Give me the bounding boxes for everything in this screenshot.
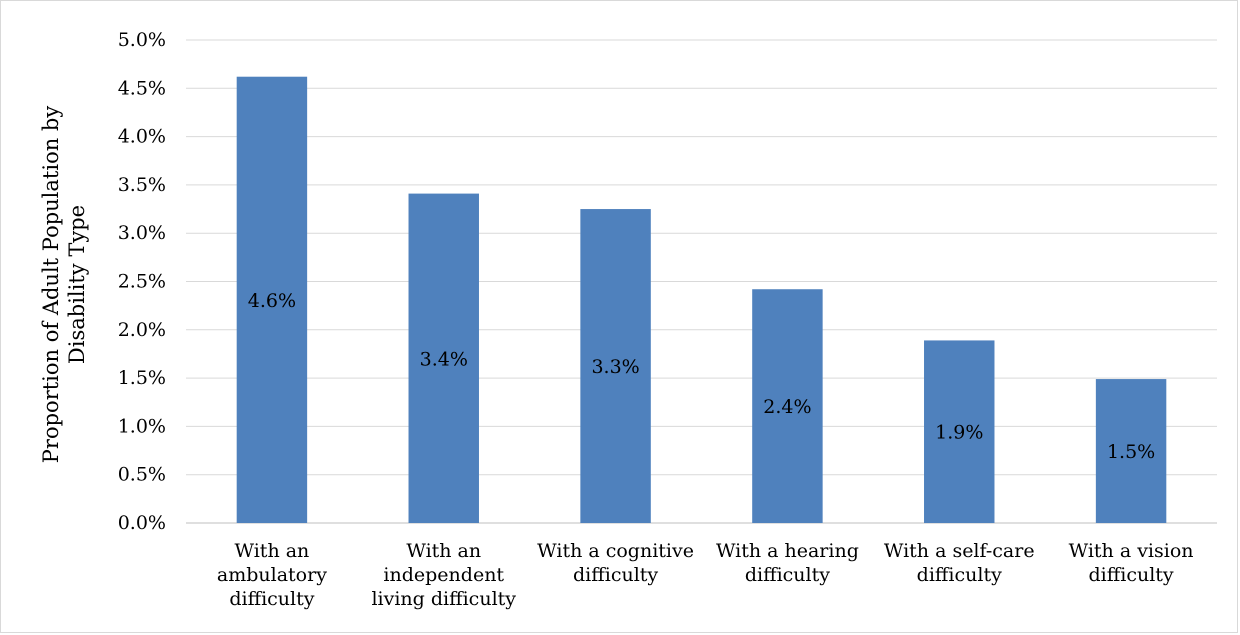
y-tick-label: 4.0% (118, 126, 166, 148)
y-tick-label: 3.0% (118, 222, 166, 244)
bar (236, 76, 308, 523)
y-tick-label: 0.5% (118, 464, 166, 486)
y-tick-label: 5.0% (118, 29, 166, 51)
data-label: 1.5% (1107, 441, 1155, 463)
x-category-label: With a hearing difficulty (716, 540, 859, 586)
data-label: 3.3% (591, 356, 639, 378)
y-tick-label: 2.5% (118, 271, 166, 293)
y-tick-label: 1.5% (118, 367, 166, 389)
y-tick-label: 4.5% (118, 77, 166, 99)
bar (580, 209, 651, 524)
x-axis-categories: With an ambulatory difficulty With an indepe… (217, 540, 1194, 610)
y-axis-label: Proportion of Adult Population byDisabil… (39, 106, 89, 464)
bar (924, 340, 995, 523)
x-category-label: With a self-care difficulty (884, 540, 1035, 586)
x-category-label: With a cognitive difficulty (537, 540, 694, 586)
data-labels: 4.6% 3.4% 3.3% 2.4% 1.9% 1.5% (248, 290, 1155, 463)
y-tick-label: 0.0% (118, 512, 166, 534)
x-category-label: With an ambulatory difficulty (217, 540, 327, 610)
data-label: 1.9% (935, 422, 983, 444)
y-axis-title: Proportion of Adult Population byDisabil… (39, 106, 89, 464)
bars (236, 76, 1167, 524)
data-label: 2.4% (763, 396, 811, 418)
x-category-label: With a vision difficulty (1069, 540, 1194, 586)
bar (408, 193, 479, 523)
bar (752, 289, 823, 523)
y-axis-ticks: 0.0% 0.5% 1.0% 1.5% 2.0% 2.5% 3.0% 3.5% 4.0% 4.5%… (118, 29, 166, 534)
data-label: 3.4% (420, 348, 468, 370)
gridlines (186, 39, 1217, 524)
bar (1095, 379, 1167, 523)
y-tick-label: 3.5% (118, 174, 166, 196)
y-tick-label: 1.0% (118, 415, 166, 437)
data-label: 4.6% (248, 290, 296, 312)
x-category-label: With an independent living difficulty (371, 540, 516, 610)
y-tick-label: 2.0% (118, 319, 166, 341)
